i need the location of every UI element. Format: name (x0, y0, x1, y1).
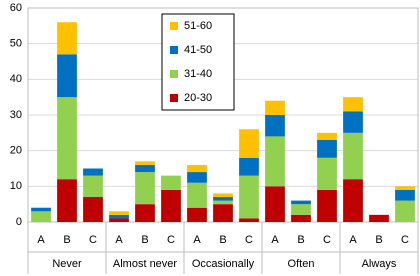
x-tick-label: C (401, 234, 409, 246)
bar-segment (369, 214, 389, 222)
bar-segment (265, 115, 285, 137)
bar-segment (395, 186, 415, 190)
bar-segment (395, 189, 415, 201)
y-tick-label: 0 (16, 216, 22, 228)
x-tick-label: C (245, 234, 253, 246)
bar-segment (83, 168, 103, 176)
legend-swatch (170, 70, 178, 78)
x-tick-label: B (63, 234, 70, 246)
legend-swatch (170, 22, 178, 30)
x-tick-label: B (297, 234, 304, 246)
group-label: Never (52, 258, 82, 270)
group-label: Always (362, 258, 397, 270)
y-tick-label: 60 (10, 2, 22, 14)
x-tick-label: B (219, 234, 226, 246)
bar-segment (239, 129, 259, 158)
bar-segment (213, 204, 233, 222)
group-label: Almost never (113, 258, 178, 270)
legend-label: 41-50 (184, 44, 212, 56)
x-tick-label: C (323, 234, 331, 246)
bar-segment (187, 182, 207, 208)
x-tick-label: B (141, 234, 148, 246)
y-tick-label: 50 (10, 38, 22, 50)
bar-segment (213, 197, 233, 201)
bar-segment (317, 132, 337, 140)
bar-segment (265, 186, 285, 222)
bar-segment (291, 200, 311, 205)
bar-segment (31, 211, 51, 222)
bar-segment (265, 100, 285, 115)
bar-segment (265, 136, 285, 187)
bar-segment (57, 22, 77, 55)
bar-segment (135, 161, 155, 165)
y-tick-label: 20 (10, 145, 22, 157)
bar-segment (213, 200, 233, 205)
legend-swatch (170, 94, 178, 102)
group-label: Occasionally (192, 258, 255, 270)
bar-segment (187, 172, 207, 183)
bar-segment (343, 97, 363, 112)
bar-segment (83, 197, 103, 222)
x-tick-label: B (375, 234, 382, 246)
bar-segment (317, 157, 337, 190)
legend-label: 20-30 (184, 92, 212, 104)
legend-label: 51-60 (184, 20, 212, 32)
bar-segment (187, 164, 207, 173)
x-tick-label: A (271, 234, 279, 246)
bar-segment (239, 157, 259, 176)
bar-segment (135, 164, 155, 173)
bar-segment (57, 97, 77, 180)
bar-segment (135, 204, 155, 222)
bar-segment (57, 54, 77, 98)
bar-segment (291, 204, 311, 215)
x-tick-label: C (89, 234, 97, 246)
bar-segment (317, 139, 337, 158)
bar-segment (213, 193, 233, 198)
bar-segment (317, 189, 337, 222)
y-tick-label: 30 (10, 109, 22, 121)
x-tick-label: A (349, 234, 357, 246)
bar-segment (239, 218, 259, 222)
legend-swatch (170, 46, 178, 54)
bar-segment (31, 207, 51, 212)
group-label: Often (288, 258, 315, 270)
bar-segment (109, 214, 129, 219)
x-tick-label: A (115, 234, 123, 246)
bar-segment (343, 111, 363, 133)
x-tick-label: C (167, 234, 175, 246)
bar-segment (109, 211, 129, 215)
bar-segment (343, 132, 363, 180)
bar-segment (109, 218, 129, 222)
bar-segment (343, 179, 363, 222)
y-tick-label: 10 (10, 180, 22, 192)
legend-label: 31-40 (184, 68, 212, 80)
bar-segment (57, 179, 77, 222)
bar-segment (161, 175, 181, 190)
bar-segment (239, 175, 259, 219)
bar-segment (161, 189, 181, 222)
y-tick-label: 40 (10, 73, 22, 85)
bar-segment (135, 172, 155, 205)
bar-segment (395, 200, 415, 222)
x-tick-label: A (193, 234, 201, 246)
bar-segment (187, 207, 207, 222)
bar-segment (291, 214, 311, 222)
x-tick-label: A (37, 234, 45, 246)
bar-segment (83, 175, 103, 198)
